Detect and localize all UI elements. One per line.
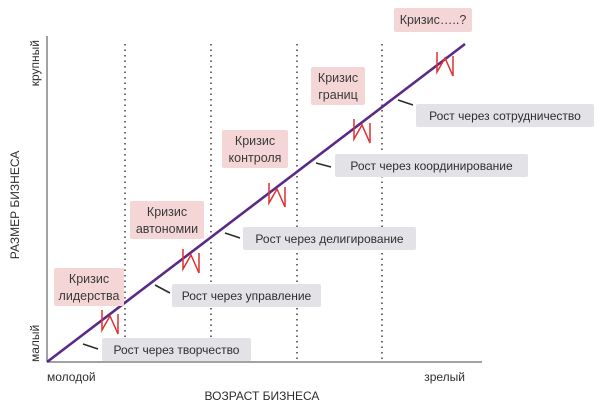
crisis-name-3: контроля <box>229 151 282 165</box>
crisis-title-2: Кризис <box>147 205 187 219</box>
crisis-title-1: Кризис <box>69 272 109 286</box>
crisis-title-4: Кризис <box>318 71 358 85</box>
crisis-box-2: Кризис автономии <box>130 201 204 239</box>
y-axis-low-label: малый <box>28 325 42 362</box>
stage-label-3: Рост через делигирование <box>255 232 403 246</box>
stage-label-4: Рост через координирование <box>350 159 513 173</box>
leader-line-2 <box>154 284 171 294</box>
axes <box>46 36 482 363</box>
crisis-marker-5 <box>436 52 454 77</box>
x-axis-title: ВОЗРАСТ БИЗНЕСА <box>205 389 320 403</box>
crisis-markers <box>101 52 454 335</box>
crisis-name-1: лидерства <box>59 289 120 303</box>
growth-line <box>46 42 466 364</box>
leader-lines <box>82 99 414 350</box>
leader-line-4 <box>315 162 332 168</box>
leader-line-3 <box>224 232 241 239</box>
crisis-marker-3 <box>268 183 286 208</box>
crisis-title-5: Кризис…..? <box>400 13 467 27</box>
stage-label-2: Рост через управление <box>182 289 312 303</box>
stage-box-5: Рост через сотрудничество <box>416 104 594 127</box>
stage-box-1: Рост через творчество <box>102 338 251 361</box>
leader-line-1 <box>82 343 99 350</box>
crisis-marker-1 <box>101 310 119 335</box>
crisis-name-4: границ <box>318 88 358 102</box>
x-axis-end-label: зрелый <box>424 370 465 384</box>
crisis-marker-4 <box>353 119 371 144</box>
stage-box-3: Рост через делигирование <box>243 227 416 250</box>
stage-box-4: Рост через координирование <box>335 154 528 177</box>
stage-box-2: Рост через управление <box>172 284 321 307</box>
stage-label-5: Рост через сотрудничество <box>429 109 581 123</box>
crisis-title-3: Кризис <box>235 134 275 148</box>
crisis-box-3: Кризис контроля <box>222 130 288 168</box>
crisis-box-1: Кризис лидерства <box>54 268 124 306</box>
leader-line-5 <box>397 99 414 106</box>
y-axis-title: РАЗМЕР БИЗНЕСА <box>8 151 22 259</box>
stage-label-1: Рост через творчество <box>114 343 240 357</box>
y-axis-high-label: крупный <box>28 40 42 86</box>
x-axis-start-label: молодой <box>47 370 96 384</box>
crisis-name-2: автономии <box>136 222 198 236</box>
crisis-box-4: Кризис границ <box>311 67 365 105</box>
crisis-box-5: Кризис…..? <box>394 8 472 32</box>
phase-separators <box>124 44 383 362</box>
crisis-marker-2 <box>182 249 200 274</box>
